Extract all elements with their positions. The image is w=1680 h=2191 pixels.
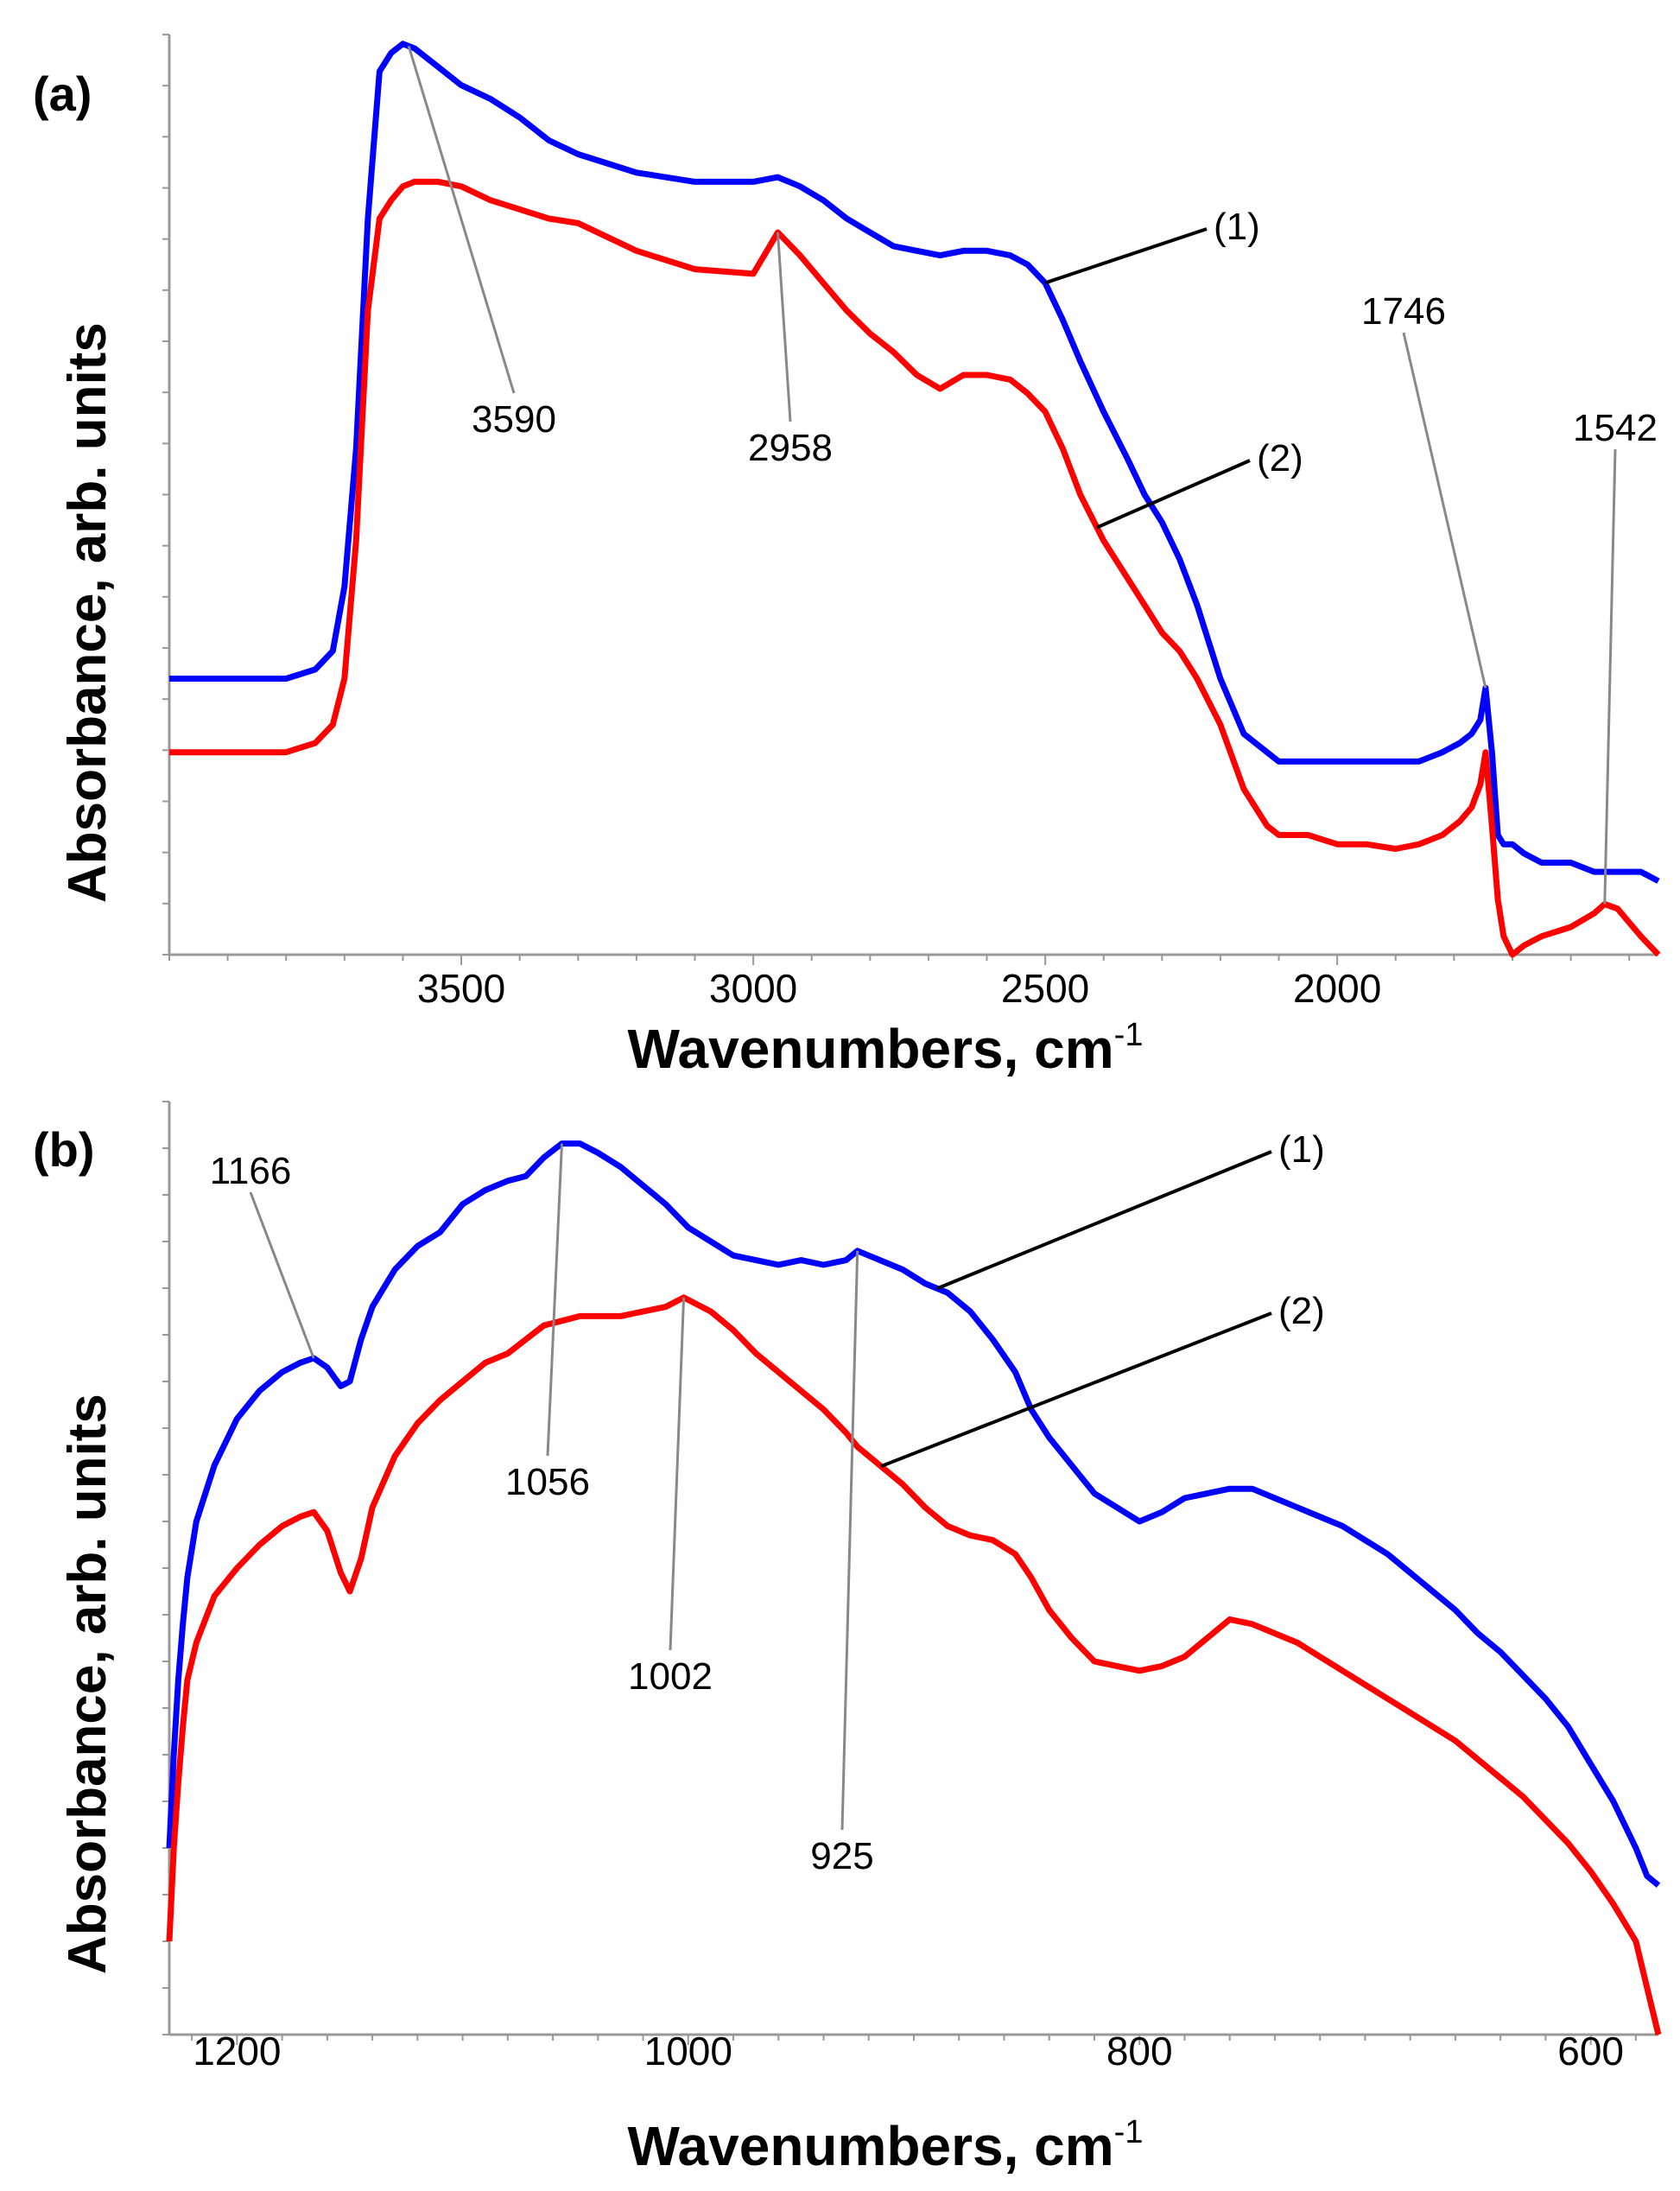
panel-b-ylabel: Absorbance, arb. units: [58, 1394, 117, 1974]
panel-a-series-1-leader: [1044, 227, 1208, 285]
panel-b-peak-1166-leader: [249, 1191, 315, 1359]
panel-a-x-tick-label: 3000: [709, 966, 797, 1011]
panel-a-series-2-label: (2): [1257, 437, 1303, 479]
panel-a-xlabel-sup: -1: [1114, 1017, 1144, 1053]
panel-a-series-2-line: [169, 178, 1661, 958]
panel-b-peak-925-label: 925: [810, 1835, 873, 1877]
panel-b-peak-925-leader: [840, 1250, 859, 1831]
panel-a-x-tick-label: 2000: [1293, 966, 1381, 1011]
panel-b-series-1-line: [166, 1140, 1661, 1888]
panel-a-peak-1542-leader: [1603, 448, 1617, 905]
panel-a-peak-2958-leader: [776, 232, 792, 422]
panel-b-series-2-label: (2): [1278, 1290, 1325, 1332]
panel-b-peak-1002-leader: [669, 1297, 686, 1651]
panel-b-peak-1056-leader: [546, 1143, 564, 1457]
panel-a: (a) Absorbance, arb. units Wavenumbers, …: [33, 34, 1661, 1080]
panel-b-label: (b): [33, 1122, 95, 1177]
panel-a-peak-1746-label: 1746: [1361, 290, 1446, 333]
panel-a-xlabel-main: Wavenumbers, cm: [628, 1018, 1114, 1080]
panel-b-series-1-label: (1): [1278, 1128, 1325, 1171]
panel-a-peak-3590-leader: [407, 45, 516, 394]
panel-b-series-2-line: [166, 1294, 1662, 2035]
panel-b-peak-1166-label: 1166: [210, 1150, 292, 1192]
panel-b-xlabel-sup: -1: [1114, 2114, 1144, 2150]
panel-a-xlabel: Wavenumbers, cm-1: [628, 1017, 1144, 1080]
panel-b-series-2-leader: [880, 1311, 1272, 1469]
panel-b-x-tick-label: 800: [1106, 2029, 1173, 2074]
panel-b-xlabel-main: Wavenumbers, cm: [628, 2115, 1114, 2177]
panel-b-x-tick-label: 1000: [644, 2029, 732, 2074]
panel-a-peak-1746-leader: [1402, 332, 1487, 689]
panel-b-x-tick-label: 600: [1557, 2029, 1624, 2074]
panel-b: (b) Absorbance, arb. units Wavenumbers, …: [33, 1101, 1662, 2177]
panel-a-label: (a): [33, 67, 92, 121]
panel-a-ylabel: Absorbance, arb. units: [58, 322, 117, 903]
panel-a-peak-2958-label: 2958: [748, 427, 833, 469]
panel-a-peak-1542-label: 1542: [1573, 407, 1658, 449]
panel-a-series-1-label: (1): [1214, 206, 1260, 248]
panel-b-peak-1056-label: 1056: [505, 1461, 590, 1503]
panel-a-series-1-line: [169, 41, 1660, 884]
panel-b-series-1-leader: [936, 1150, 1272, 1291]
panel-a-peak-3590-label: 3590: [472, 398, 556, 441]
panel-a-x-tick-label: 3500: [417, 966, 505, 1011]
panel-a-x-tick-label: 2500: [1001, 966, 1089, 1011]
panel-a-series-2-leader: [1096, 459, 1251, 530]
panel-b-peak-1002-label: 1002: [628, 1655, 713, 1698]
panel-b-xlabel: Wavenumbers, cm-1: [628, 2114, 1144, 2177]
panel-b-x-tick-label: 1200: [193, 2029, 281, 2074]
